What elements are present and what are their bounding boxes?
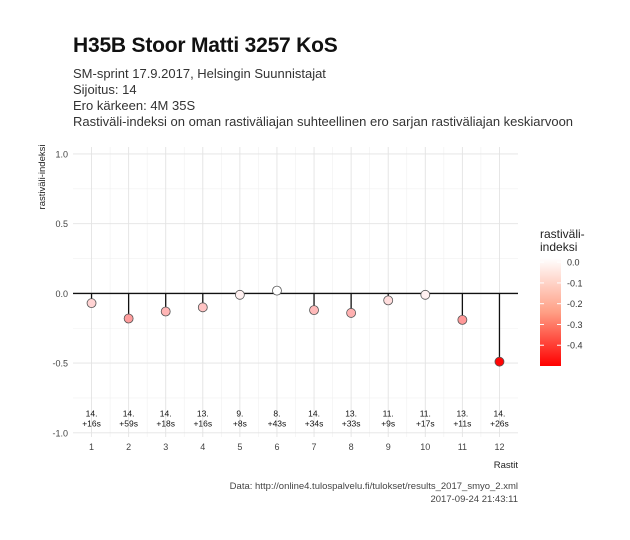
points [86,285,505,367]
point-label-diff: +26s [490,418,509,428]
subtitle-line-4: Rastiväli-indeksi on oman rastiväliajan … [73,114,574,129]
legend-tick-label: -0.1 [567,278,583,288]
data-point [197,302,208,313]
x-tick-label: 10 [420,442,430,452]
grid [73,147,518,437]
point-labels: 14.+16s14.+59s14.+18s13.+16s9.+8s8.+43s1… [82,408,509,428]
point-label-diff: +8s [233,418,247,428]
point-label-rank: 14. [123,408,135,418]
x-tick-label: 2 [126,442,131,452]
point-label-rank: 14. [494,408,506,418]
data-point [123,313,134,324]
axes: 1.00.50.0-0.5-1.01 2 3 4 5 6 7 8 9 10 11 12Rastitra… [37,145,518,471]
point-label-rank: 13. [456,408,468,418]
x-tick-label: 3 [163,442,168,452]
y-axis-label: rastiväli-indeksi [37,145,48,210]
point-label-diff: +43s [268,418,287,428]
data-point [272,285,282,296]
data-point [160,306,171,317]
x-tick-label: 9 [386,442,391,452]
data-point [234,289,245,300]
x-tick-label: 5 [237,442,242,452]
caption-timestamp: 2017-09-24 21:43:11 [430,494,518,505]
x-tick-label: 7 [312,442,317,452]
point-label-rank: 13. [197,408,209,418]
y-tick-label: 0.0 [55,289,68,299]
point-label-diff: +16s [193,418,212,428]
legend: rastiväli-indeksi 0.0 -0.1 -0.2 -0.3 -0.4 [540,227,585,366]
y-tick-label: 1.0 [55,149,68,159]
y-tick-label: 0.5 [55,219,68,229]
point-label-rank: 14. [308,408,320,418]
point-label-rank: 11. [383,408,394,418]
legend-tick-label: -0.4 [567,341,583,351]
legend-tick-label: -0.2 [567,299,583,309]
legend-tick-label: 0.0 [567,258,580,268]
point-label-rank: 14. [86,408,98,418]
data-point [457,314,468,325]
data-point [494,356,505,367]
subtitle-line-3: Ero kärkeen: 4M 35S [73,98,196,113]
x-tick-label: 11 [458,442,467,452]
x-axis-label: Rastit [494,460,519,471]
point-label-diff: +17s [416,418,435,428]
point-label-diff: +11s [453,418,471,428]
legend-colorbar [540,258,561,366]
point-label-diff: +18s [156,418,175,428]
legend-tick-label: -0.3 [567,320,583,330]
data-point [86,298,97,309]
y-tick-label: -1.0 [52,428,68,438]
point-label-diff: +16s [82,418,101,428]
caption-source: Data: http://online4.tulospalvelu.fi/tul… [229,481,518,492]
point-label-rank: 14. [160,408,172,418]
data-point [309,305,319,316]
data-point [346,308,357,318]
point-label-rank: 13. [345,408,357,418]
data-point [383,295,394,306]
data-point [420,289,431,300]
point-label-diff: +34s [305,418,324,428]
x-tick-label: 1 [89,442,94,452]
legend-title-line: rastiväli- [540,227,585,241]
point-label-diff: +33s [342,418,361,428]
chart-title: H35B Stoor Matti 3257 KoS [73,34,338,57]
point-label-rank: 9. [236,408,243,418]
legend-title-line: indeksi [540,240,577,254]
y-tick-label: -0.5 [52,359,68,369]
point-label-rank: 8. [273,408,280,418]
point-label-diff: +59s [119,418,138,428]
x-tick-label: 6 [274,442,279,452]
subtitle-line-1: SM-sprint 17.9.2017, Helsingin Suunnista… [73,66,326,81]
x-tick-label: 8 [349,442,354,452]
point-label-diff: +9s [381,418,395,428]
x-tick-label: 12 [494,442,504,452]
subtitle-line-2: Sijoitus: 14 [73,82,137,97]
point-label-rank: 11. [420,408,431,418]
x-tick-label: 4 [200,442,205,452]
